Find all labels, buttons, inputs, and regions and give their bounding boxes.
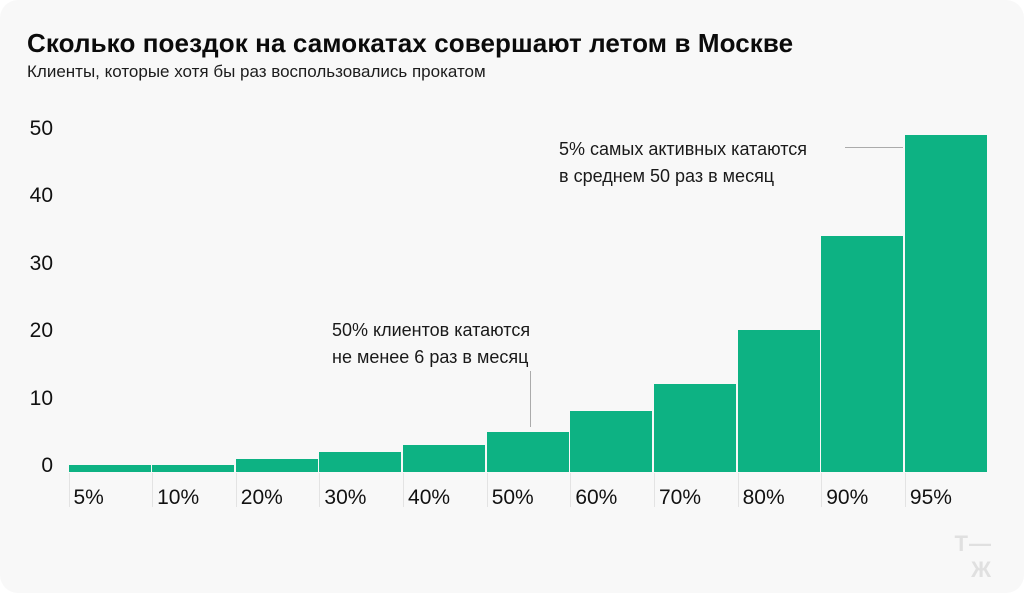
bar-20% [235, 458, 318, 472]
x-axis-tick [821, 473, 823, 507]
x-tick-label: 20% [240, 486, 283, 509]
x-axis-tick [904, 473, 906, 507]
bar-10% [152, 465, 235, 472]
x-axis-tick [403, 473, 405, 507]
y-tick-label: 30 [29, 251, 53, 275]
y-tick-label: 0 [41, 454, 53, 477]
x-tick-label: 5% [73, 486, 104, 509]
chart-title: Сколько поездок на самокатах совершают л… [27, 28, 794, 58]
x-axis-tick [653, 473, 655, 507]
bar-90% [821, 235, 904, 472]
x-tick-label: 30% [324, 486, 367, 509]
x-tick-label: 80% [742, 486, 785, 509]
x-axis-tick [68, 473, 70, 507]
annotation-line-2: не менее 6 раз в месяц [332, 347, 529, 367]
x-tick-label: 50% [491, 486, 534, 509]
bar-30% [319, 451, 402, 472]
x-tick-label: 60% [575, 486, 618, 509]
annotation-median-clients: 50% клиентов катаются не менее 6 раз в м… [332, 317, 530, 371]
x-tick-label: 95% [909, 486, 952, 509]
x-tick-label: 70% [658, 486, 701, 509]
x-axis-tick [152, 473, 154, 507]
x-axis-tick [570, 473, 572, 507]
y-tick-label: 10 [29, 386, 53, 410]
annotation-line-2: в среднем 50 раз в месяц [559, 166, 775, 186]
bar-40% [403, 445, 486, 472]
tj-logo: Т—Ж [954, 531, 992, 582]
annotation-connector-line [530, 371, 531, 427]
y-tick-label: 40 [29, 184, 53, 207]
bar-70% [653, 384, 736, 472]
x-axis-tick [737, 473, 739, 507]
annotation-most-active: 5% самых активных катаются в среднем 50 … [559, 136, 807, 190]
annotation-connector-line [845, 147, 903, 148]
x-axis-tick [486, 473, 488, 507]
x-tick-label: 40% [408, 486, 451, 509]
annotation-line-1: 50% клиентов катаются [332, 320, 531, 340]
y-tick-label: 20 [29, 319, 53, 342]
x-axis-tick [235, 473, 237, 507]
bar-60% [570, 411, 653, 472]
bar-50% [486, 431, 569, 472]
bar-95% [904, 134, 987, 472]
bar-80% [737, 330, 820, 472]
y-tick-label: 50 [29, 116, 53, 140]
x-tick-label: 10% [157, 486, 200, 509]
x-axis-tick [319, 473, 321, 507]
chart-subtitle: Клиенты, которые хотя бы раз воспользова… [27, 62, 486, 81]
annotation-line-1: 5% самых активных катаются [559, 139, 808, 159]
bar-5% [68, 465, 151, 472]
x-tick-label: 90% [826, 486, 869, 509]
